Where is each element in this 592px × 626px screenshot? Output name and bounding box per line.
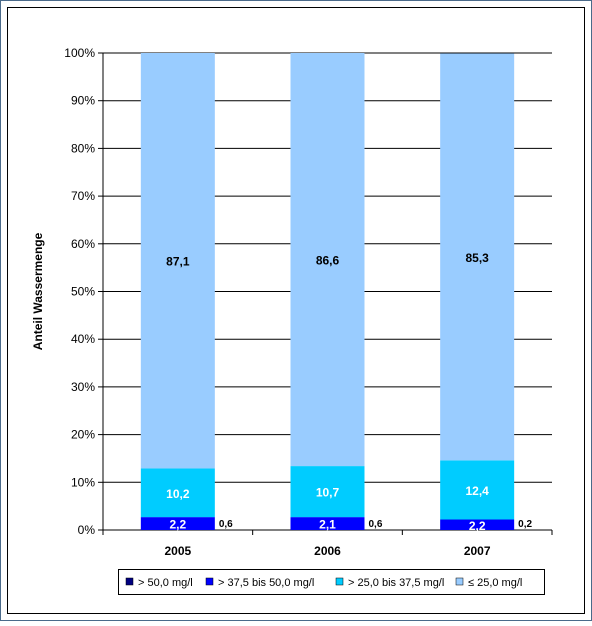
data-label: 10,7 <box>316 486 340 500</box>
data-label: 86,6 <box>316 254 340 268</box>
y-tick-label: 80% <box>71 141 95 155</box>
bar-segment <box>290 466 365 518</box>
legend-label: > 50,0 mg/l <box>138 577 193 589</box>
legend-label: > 37,5 bis 50,0 mg/l <box>218 577 314 589</box>
bar-segment <box>140 468 215 518</box>
side-data-label: 0,2 <box>518 519 532 530</box>
data-label: 87,1 <box>166 255 190 269</box>
legend-box <box>118 569 545 595</box>
data-label: 10,2 <box>166 487 190 501</box>
legend-swatch <box>455 577 464 586</box>
y-tick-label: 20% <box>71 428 95 442</box>
data-label: 2,2 <box>169 518 186 532</box>
legend-swatch <box>125 577 134 586</box>
bar-segment <box>440 53 515 461</box>
side-data-label: 0,6 <box>369 519 383 530</box>
data-label: 12,4 <box>465 484 489 498</box>
x-tick-label: 2006 <box>314 544 341 558</box>
legend-label: ≤ 25,0 mg/l <box>468 577 522 589</box>
y-tick-label: 60% <box>71 237 95 251</box>
y-tick-label: 50% <box>71 285 95 299</box>
legend-swatch <box>335 577 344 586</box>
bar-segment <box>140 53 215 469</box>
bar-segment <box>290 53 365 467</box>
y-tick-label: 0% <box>78 523 96 537</box>
y-tick-label: 10% <box>71 475 95 489</box>
y-tick-label: 70% <box>71 189 95 203</box>
data-label: 85,3 <box>465 251 489 265</box>
legend-label: > 25,0 bis 37,5 mg/l <box>348 577 444 589</box>
bar-segment <box>440 519 515 530</box>
x-tick-label: 2007 <box>464 544 491 558</box>
y-tick-label: 40% <box>71 332 95 346</box>
y-axis-title: Anteil Wassermenge <box>31 232 45 350</box>
bar-segment <box>440 460 515 520</box>
y-tick-label: 100% <box>64 46 95 60</box>
x-tick-label: 2005 <box>164 544 191 558</box>
data-label: 2,1 <box>319 518 336 532</box>
legend-swatch <box>205 577 214 586</box>
y-tick-label: 30% <box>71 380 95 394</box>
y-tick-label: 90% <box>71 94 95 108</box>
bar-segment <box>140 517 215 530</box>
bar-segment <box>290 517 365 530</box>
data-label: 2,2 <box>469 519 486 533</box>
side-data-label: 0,6 <box>219 519 233 530</box>
